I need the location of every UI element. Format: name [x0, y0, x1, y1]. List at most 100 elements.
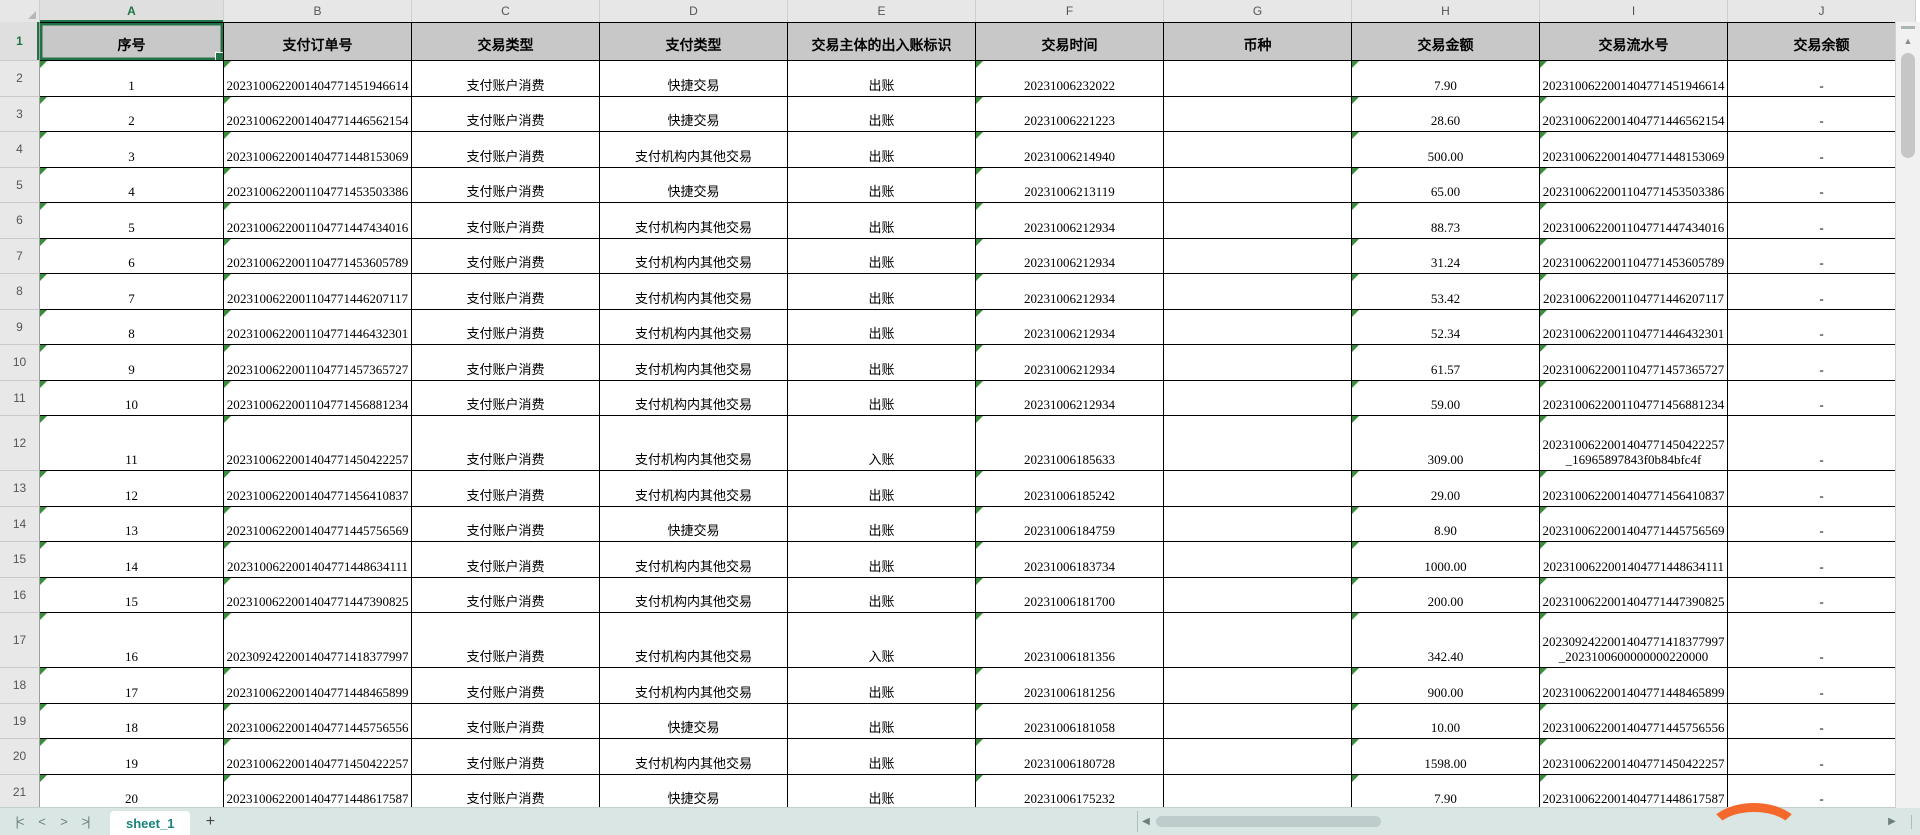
- next-sheet-button[interactable]: >: [60, 814, 68, 829]
- cell-direction[interactable]: 出账: [788, 238, 976, 274]
- cell-flow-no[interactable]: 2023100622001404771445756569: [1540, 506, 1728, 542]
- row-header[interactable]: 4: [0, 132, 40, 168]
- cell-balance[interactable]: -: [1728, 542, 1916, 578]
- cell-direction[interactable]: 出账: [788, 668, 976, 704]
- row-header[interactable]: 8: [0, 274, 40, 310]
- row-header[interactable]: 19: [0, 703, 40, 739]
- cell-order-no[interactable]: 2023100622001104771446207117: [224, 274, 412, 310]
- cell-amount[interactable]: 342.40: [1352, 613, 1540, 668]
- header-balance[interactable]: 交易余额: [1728, 22, 1916, 61]
- row-header[interactable]: 11: [0, 380, 40, 416]
- cell-direction[interactable]: 入账: [788, 613, 976, 668]
- cell-balance[interactable]: -: [1728, 577, 1916, 613]
- cell-tx-time[interactable]: 20231006212934: [976, 203, 1164, 239]
- cell-order-no[interactable]: 2023100622001404771447390825: [224, 577, 412, 613]
- row-header[interactable]: 16: [0, 577, 40, 613]
- cell-currency[interactable]: [1164, 167, 1352, 203]
- cell-amount[interactable]: 900.00: [1352, 668, 1540, 704]
- cell-pay-type[interactable]: 支付机构内其他交易: [600, 309, 788, 345]
- cell-balance[interactable]: -: [1728, 703, 1916, 739]
- cell-balance[interactable]: -: [1728, 506, 1916, 542]
- cell-tx-time[interactable]: 20231006181700: [976, 577, 1164, 613]
- cell-amount[interactable]: 1598.00: [1352, 739, 1540, 775]
- row-header[interactable]: 6: [0, 203, 40, 239]
- cell-tx-type[interactable]: 支付账户消费: [412, 613, 600, 668]
- cell-direction[interactable]: 出账: [788, 274, 976, 310]
- cell-flow-no[interactable]: 2023100622001404771448153069: [1540, 132, 1728, 168]
- cell-currency[interactable]: [1164, 274, 1352, 310]
- row-header[interactable]: 20: [0, 739, 40, 775]
- cell-flow-no[interactable]: 2023100622001404771446562154: [1540, 96, 1728, 132]
- cell-balance[interactable]: -: [1728, 203, 1916, 239]
- cell-currency[interactable]: [1164, 61, 1352, 97]
- previous-sheet-button[interactable]: <: [38, 814, 46, 829]
- cell-tx-type[interactable]: 支付账户消费: [412, 416, 600, 471]
- cell-tx-time[interactable]: 20231006212934: [976, 274, 1164, 310]
- row-header[interactable]: 10: [0, 345, 40, 381]
- scrollbar-split-handle[interactable]: [1901, 26, 1915, 29]
- cell-currency[interactable]: [1164, 309, 1352, 345]
- cell-pay-type[interactable]: 支付机构内其他交易: [600, 613, 788, 668]
- cell-pay-type[interactable]: 支付机构内其他交易: [600, 132, 788, 168]
- cell-currency[interactable]: [1164, 416, 1352, 471]
- cell-direction[interactable]: 出账: [788, 774, 976, 808]
- cell-flow-no[interactable]: 2023100622001104771446432301: [1540, 309, 1728, 345]
- cell-amount[interactable]: 500.00: [1352, 132, 1540, 168]
- cell-order-no[interactable]: 2023100622001104771447434016: [224, 203, 412, 239]
- cell-seq[interactable]: 3: [40, 132, 224, 168]
- column-header-C[interactable]: C: [412, 0, 600, 22]
- add-sheet-button[interactable]: +: [205, 812, 216, 830]
- cell-flow-no[interactable]: 2023092422001404771418377997_20231006000…: [1540, 613, 1728, 668]
- cell-seq[interactable]: 12: [40, 471, 224, 507]
- cell-pay-type[interactable]: 支付机构内其他交易: [600, 274, 788, 310]
- cell-balance[interactable]: -: [1728, 613, 1916, 668]
- cell-amount[interactable]: 52.34: [1352, 309, 1540, 345]
- cell-currency[interactable]: [1164, 577, 1352, 613]
- row-header[interactable]: 12: [0, 416, 40, 471]
- cell-direction[interactable]: 出账: [788, 506, 976, 542]
- cell-tx-time[interactable]: 20231006181356: [976, 613, 1164, 668]
- cell-tx-time[interactable]: 20231006212934: [976, 380, 1164, 416]
- cell-seq[interactable]: 11: [40, 416, 224, 471]
- cell-tx-type[interactable]: 支付账户消费: [412, 542, 600, 578]
- cell-seq[interactable]: 6: [40, 238, 224, 274]
- cell-amount[interactable]: 31.24: [1352, 238, 1540, 274]
- cell-amount[interactable]: 53.42: [1352, 274, 1540, 310]
- cell-direction[interactable]: 出账: [788, 739, 976, 775]
- row-header[interactable]: 5: [0, 167, 40, 203]
- cell-tx-type[interactable]: 支付账户消费: [412, 774, 600, 808]
- cell-pay-type[interactable]: 快捷交易: [600, 96, 788, 132]
- cell-order-no[interactable]: 2023100622001404771451946614: [224, 61, 412, 97]
- cell-seq[interactable]: 17: [40, 668, 224, 704]
- cell-balance[interactable]: -: [1728, 167, 1916, 203]
- cell-tx-time[interactable]: 20231006181256: [976, 668, 1164, 704]
- cell-flow-no[interactable]: 2023100622001404771456410837: [1540, 471, 1728, 507]
- cell-pay-type[interactable]: 支付机构内其他交易: [600, 238, 788, 274]
- row-header[interactable]: 7: [0, 238, 40, 274]
- row-header[interactable]: 17: [0, 613, 40, 668]
- cell-seq[interactable]: 10: [40, 380, 224, 416]
- cell-tx-time[interactable]: 20231006185242: [976, 471, 1164, 507]
- cell-pay-type[interactable]: 支付机构内其他交易: [600, 577, 788, 613]
- cell-amount[interactable]: 309.00: [1352, 416, 1540, 471]
- cell-flow-no[interactable]: 2023100622001404771448465899: [1540, 668, 1728, 704]
- cell-amount[interactable]: 1000.00: [1352, 542, 1540, 578]
- cell-order-no[interactable]: 2023100622001104771446432301: [224, 309, 412, 345]
- cell-flow-no[interactable]: 2023100622001404771450422257_16965897843…: [1540, 416, 1728, 471]
- cell-flow-no[interactable]: 2023100622001404771445756556: [1540, 703, 1728, 739]
- selection-fill-handle[interactable]: [215, 52, 223, 60]
- cell-order-no[interactable]: 2023100622001404771446562154: [224, 96, 412, 132]
- cell-tx-type[interactable]: 支付账户消费: [412, 203, 600, 239]
- horizontal-scrollbar-thumb[interactable]: [1156, 816, 1381, 827]
- header-order-no[interactable]: 支付订单号: [224, 22, 412, 61]
- cell-direction[interactable]: 出账: [788, 309, 976, 345]
- cell-currency[interactable]: [1164, 96, 1352, 132]
- cell-currency[interactable]: [1164, 345, 1352, 381]
- cell-amount[interactable]: 200.00: [1352, 577, 1540, 613]
- cell-direction[interactable]: 出账: [788, 380, 976, 416]
- cell-tx-type[interactable]: 支付账户消费: [412, 238, 600, 274]
- cell-order-no[interactable]: 2023100622001404771448634111: [224, 542, 412, 578]
- cell-tx-time[interactable]: 20231006214940: [976, 132, 1164, 168]
- cell-tx-time[interactable]: 20231006184759: [976, 506, 1164, 542]
- column-header-E[interactable]: E: [788, 0, 976, 22]
